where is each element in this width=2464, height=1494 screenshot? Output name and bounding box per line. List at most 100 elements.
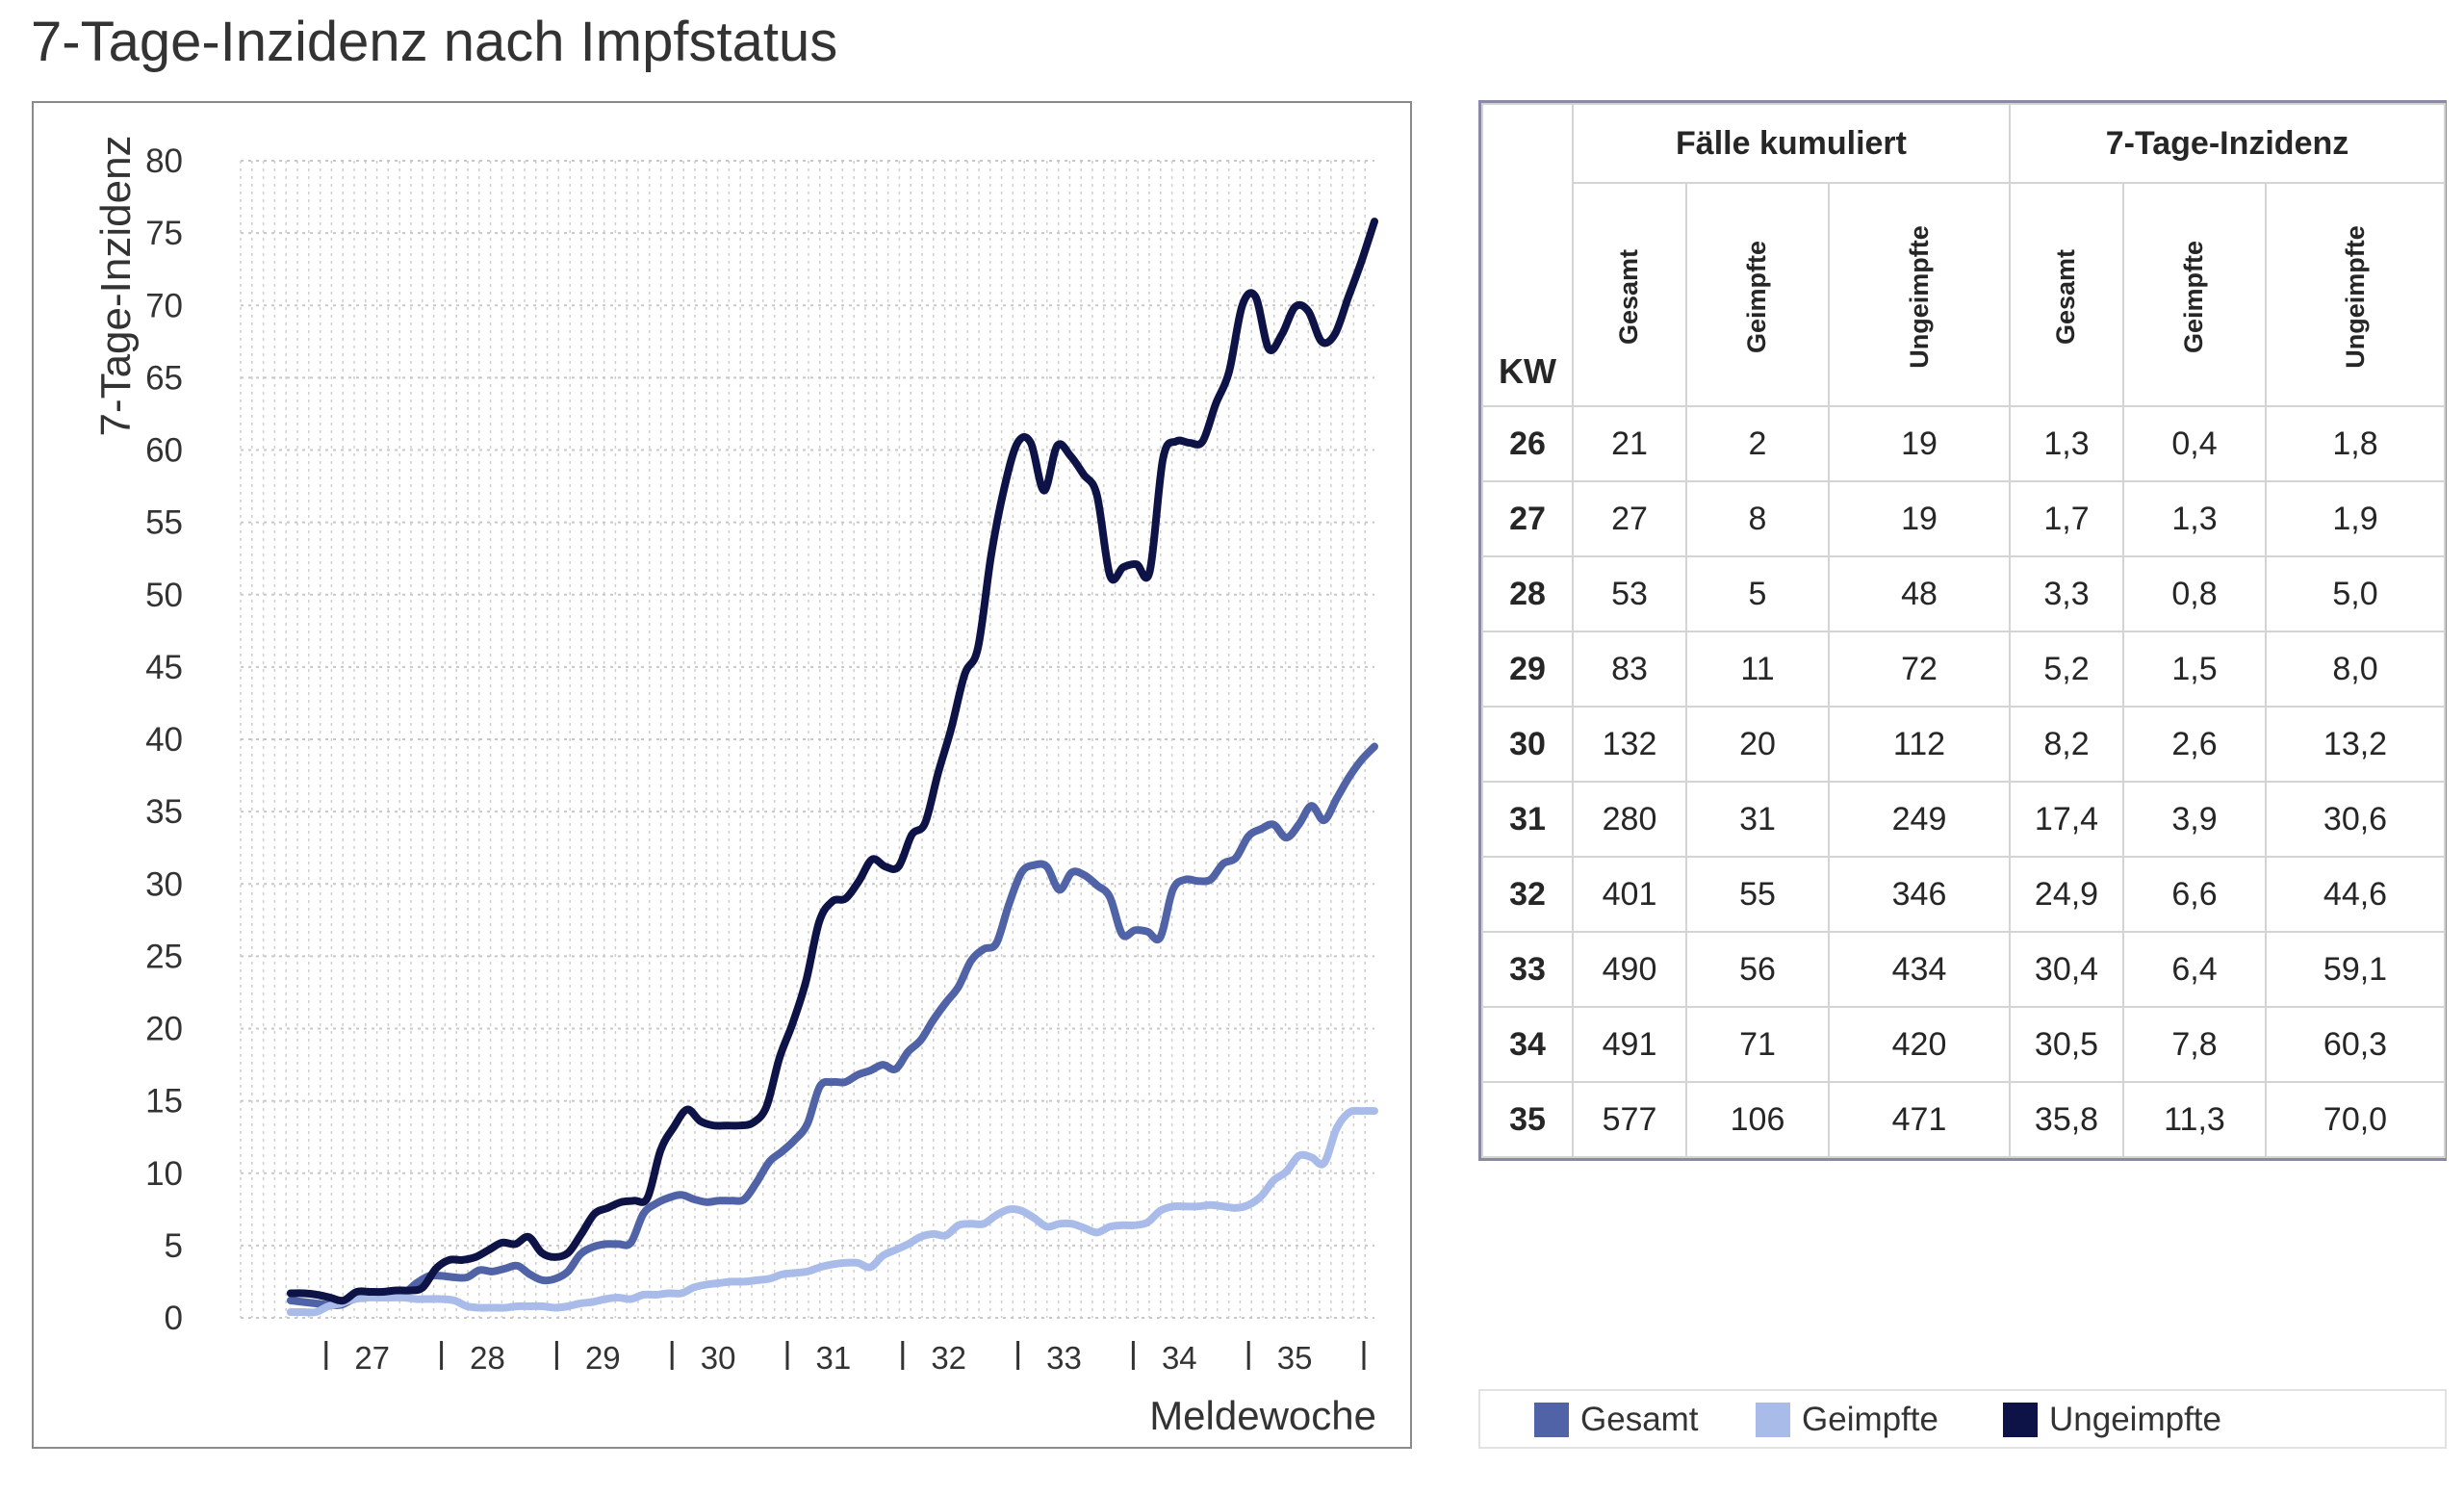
- x-tick-label: 32: [931, 1340, 966, 1376]
- table-cell: 8: [1685, 480, 1830, 557]
- table-cell: 491: [1572, 1006, 1687, 1083]
- incidence-table-panel: KW Fälle kumuliert 7-Tage-Inzidenz Gesam…: [1478, 100, 2447, 1161]
- table-cell: 24,9: [2009, 856, 2124, 933]
- table-cell: 1,7: [2009, 480, 2124, 557]
- table-cell: 2,6: [2122, 706, 2267, 783]
- table-cell: 420: [1828, 1006, 2011, 1083]
- chart-panel: 0 5 10 15 20 25 30 35 40 45 50 55 60 65 70 75 80 27 28 29 30…: [32, 101, 1412, 1449]
- legend-label-gesamt: Gesamt: [1580, 1401, 1699, 1438]
- kw-cell: 28: [1481, 555, 1574, 632]
- legend-label-ungeimpfte: Ungeimpfte: [2049, 1401, 2221, 1438]
- y-axis-title: 7-Tage-Inzidenz: [92, 135, 140, 436]
- x-tick-label: 28: [470, 1340, 505, 1376]
- table-cell: 70,0: [2264, 1081, 2447, 1158]
- y-tick-label: 40: [145, 721, 183, 759]
- kw-cell: 31: [1481, 781, 1574, 858]
- table-cell: 1,3: [2122, 480, 2267, 557]
- kw-cell: 30: [1481, 706, 1574, 783]
- table-cell: 490: [1572, 931, 1687, 1008]
- y-tick-label: 15: [145, 1083, 183, 1120]
- table-cell: 2: [1685, 405, 1830, 482]
- table-cell: 20: [1685, 706, 1830, 783]
- table-cell: 71: [1685, 1006, 1830, 1083]
- table-cell: 11,3: [2122, 1081, 2267, 1158]
- table-cell: 401: [1572, 856, 1687, 933]
- subheader-incidence-unvaccinated: Ungeimpfte: [2264, 182, 2447, 407]
- subheader-incidence-total: Gesamt: [2009, 182, 2124, 407]
- legend-swatch-ungeimpfte: [2003, 1403, 2038, 1437]
- y-tick-label: 65: [145, 359, 183, 397]
- y-tick-label: 70: [145, 287, 183, 324]
- subheader-incidence-vaccinated: Geimpfte: [2122, 182, 2267, 407]
- table-cell: 6,6: [2122, 856, 2267, 933]
- table-row: 32 401 55 346 24,9 6,6 44,6: [1481, 856, 2447, 933]
- x-tick-label: 27: [354, 1340, 390, 1376]
- kw-cell: 32: [1481, 856, 1574, 933]
- line-chart: 0 5 10 15 20 25 30 35 40 45 50 55 60 65 70 75 80 27 28 29 30…: [92, 135, 1378, 1438]
- y-tick-label: 5: [165, 1227, 183, 1265]
- table-body: 26 21 2 19 1,3 0,4 1,8 27 27 8 19 1,7 1,3 1,9 28 53 5 48 3…: [1481, 405, 2447, 1158]
- x-tick-label: 29: [585, 1340, 621, 1376]
- table-cell: 112: [1828, 706, 2011, 783]
- table-cell: 106: [1685, 1081, 1830, 1158]
- y-tick-label: 50: [145, 577, 183, 614]
- table-cell: 346: [1828, 856, 2011, 933]
- table-cell: 434: [1828, 931, 2011, 1008]
- table-row: 26 21 2 19 1,3 0,4 1,8: [1481, 405, 2447, 482]
- kw-cell: 33: [1481, 931, 1574, 1008]
- y-tick-label: 0: [165, 1300, 183, 1337]
- table-cell: 30,5: [2009, 1006, 2124, 1083]
- subheader-cases-total: Gesamt: [1572, 182, 1687, 407]
- chart-legend: Gesamt Geimpfte Ungeimpfte: [1478, 1389, 2447, 1449]
- table-row: 30 132 20 112 8,2 2,6 13,2: [1481, 706, 2447, 783]
- x-tick-label: 31: [816, 1340, 852, 1376]
- series-line-gesamt: [286, 742, 1378, 1309]
- legend-swatch-geimpfte: [1756, 1403, 1790, 1437]
- page-title: 7-Tage-Inzidenz nach Impfstatus: [31, 11, 838, 73]
- table-cell: 31: [1685, 781, 1830, 858]
- table-cell: 1,8: [2264, 405, 2447, 482]
- table-cell: 1,9: [2264, 480, 2447, 557]
- subheader-cases-unvaccinated: Ungeimpfte: [1828, 182, 2011, 407]
- kw-header: KW: [1481, 103, 1574, 407]
- table-cell: 48: [1828, 555, 2011, 632]
- table-cell: 83: [1572, 631, 1687, 708]
- table-cell: 8,0: [2264, 631, 2447, 708]
- x-tick-label: 35: [1277, 1340, 1313, 1376]
- x-tick-label: 33: [1046, 1340, 1082, 1376]
- table-cell: 11: [1685, 631, 1830, 708]
- table-cell: 72: [1828, 631, 2011, 708]
- table-row: 28 53 5 48 3,3 0,8 5,0: [1481, 555, 2447, 632]
- group-header-incidence: 7-Tage-Inzidenz: [2008, 103, 2447, 184]
- table-cell: 5: [1685, 555, 1830, 632]
- table-cell: 60,3: [2264, 1006, 2447, 1083]
- x-tick-label: 34: [1162, 1340, 1197, 1376]
- table-cell: 1,3: [2009, 405, 2124, 482]
- y-tick-label: 60: [145, 432, 183, 470]
- table-cell: 8,2: [2009, 706, 2124, 783]
- table-row: 29 83 11 72 5,2 1,5 8,0: [1481, 631, 2447, 708]
- table-cell: 1,5: [2122, 631, 2267, 708]
- table-cell: 30,4: [2009, 931, 2124, 1008]
- table-cell: 7,8: [2122, 1006, 2267, 1083]
- group-header-cumulative: Fälle kumuliert: [1572, 103, 2011, 184]
- table-cell: 577: [1572, 1081, 1687, 1158]
- y-tick-label: 30: [145, 865, 183, 903]
- table-cell: 6,4: [2122, 931, 2267, 1008]
- table-cell: 13,2: [2264, 706, 2447, 783]
- x-axis-title: Meldewoche: [1149, 1393, 1376, 1438]
- table-cell: 53: [1572, 555, 1687, 632]
- table-cell: 19: [1828, 480, 2011, 557]
- table-row: 34 491 71 420 30,5 7,8 60,3: [1481, 1006, 2447, 1083]
- x-tick-label: 30: [701, 1340, 736, 1376]
- kw-cell: 35: [1481, 1081, 1574, 1158]
- table-cell: 5,0: [2264, 555, 2447, 632]
- table-cell: 44,6: [2264, 856, 2447, 933]
- kw-cell: 27: [1481, 480, 1574, 557]
- table-row: 31 280 31 249 17,4 3,9 30,6: [1481, 781, 2447, 858]
- legend-label-geimpfte: Geimpfte: [1802, 1401, 1938, 1438]
- legend-item-gesamt: Gesamt: [1534, 1401, 1699, 1439]
- kw-cell: 29: [1481, 631, 1574, 708]
- table-cell: 3,9: [2122, 781, 2267, 858]
- legend-item-geimpfte: Geimpfte: [1756, 1401, 1938, 1439]
